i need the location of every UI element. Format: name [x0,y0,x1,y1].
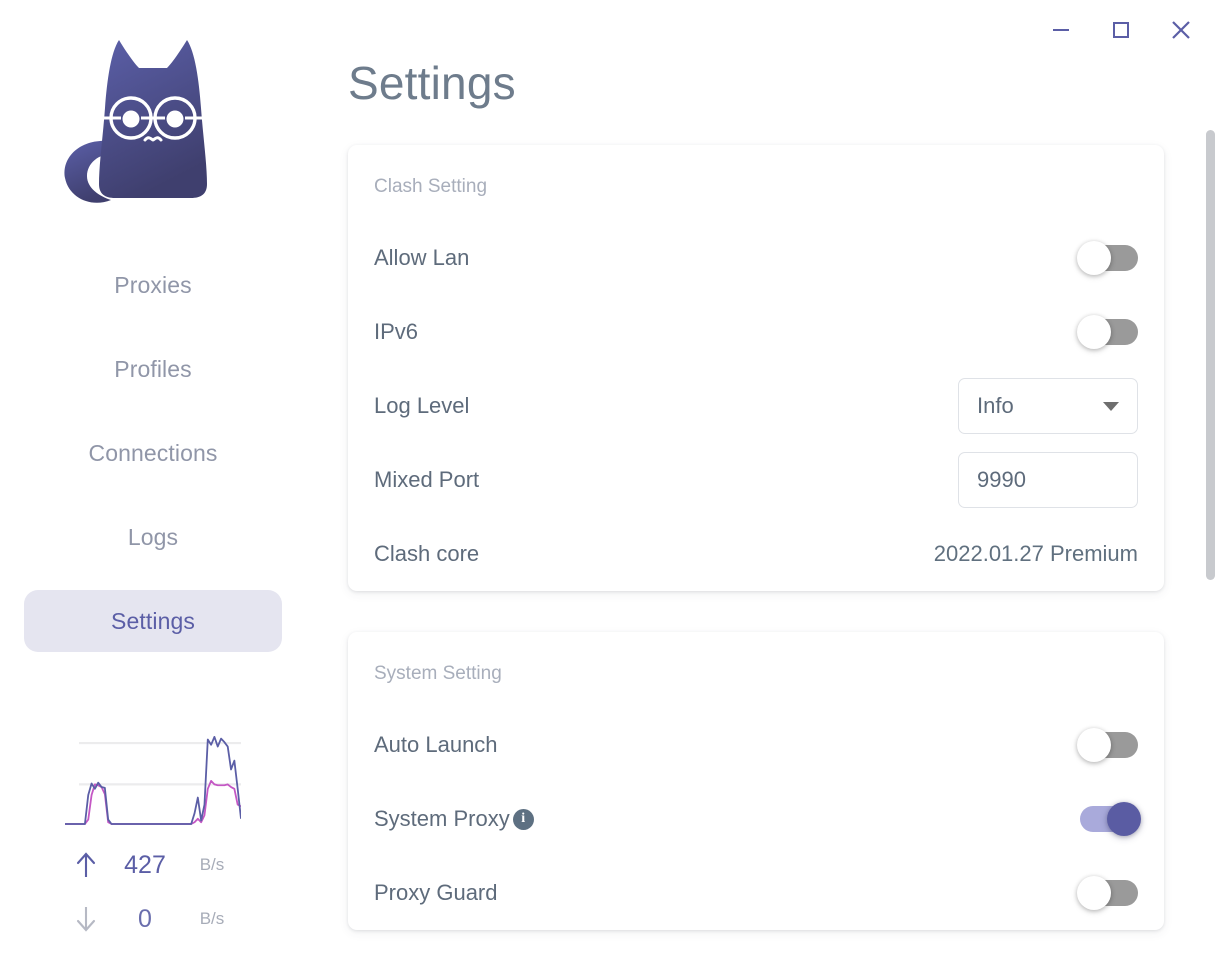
mixed-port-value: 9990 [977,467,1026,492]
sidebar-item-label: Settings [111,607,195,634]
upload-speed-value: 427 [124,850,166,879]
mixed-port-input[interactable]: 9990 [958,452,1138,508]
proxy-guard-toggle[interactable] [1077,876,1138,910]
setting-label: Mixed Port [374,467,480,492]
section-header-system: System Setting [374,663,502,684]
traffic-widget: 427 B/s 0 B/s [24,730,282,946]
maximize-button[interactable] [1102,13,1140,47]
upload-speed-unit: B/s [199,855,225,874]
clash-cat-logo-icon [53,22,253,222]
info-icon[interactable]: i [512,808,534,830]
close-button[interactable] [1162,13,1200,47]
sidebar-item-proxies[interactable]: Proxies [24,254,282,316]
traffic-chart [65,730,241,826]
chevron-down-icon [1103,401,1119,411]
traffic-line-upload [65,735,241,825]
sidebar-item-logs[interactable]: Logs [24,506,282,568]
sidebar-item-label: Proxies [114,271,192,298]
allow-lan-toggle[interactable] [1077,241,1138,275]
page-title: Settings [348,57,516,109]
sidebar-item-label: Profiles [114,355,192,382]
traffic-upload-row: 427 B/s [65,838,241,892]
toggle-thumb [1077,241,1111,275]
setting-label-text: System Proxy [374,806,510,831]
sidebar: Proxies Profiles Connections Logs Settin… [0,0,306,956]
system-setting-card: System Setting Auto Launch System Proxy … [348,632,1164,930]
minimize-button[interactable] [1042,13,1080,47]
setting-row-clash-core: Clash core 2022.01.27 Premium [374,517,1138,591]
setting-label: Proxy Guard [374,880,498,905]
clash-core-version: 2022.01.27 Premium [933,541,1138,566]
auto-launch-toggle[interactable] [1077,728,1138,762]
sidebar-item-label: Connections [88,439,218,466]
download-speed-unit: B/s [199,909,225,928]
log-level-select[interactable]: Info [958,378,1138,434]
setting-label: Clash core [374,541,480,566]
setting-row-log-level: Log Level Info [374,369,1138,443]
sidebar-nav: Proxies Profiles Connections Logs Settin… [0,254,306,674]
setting-label: System Proxy i [374,806,534,832]
setting-label: Auto Launch [374,732,498,757]
titlebar [1002,0,1222,60]
setting-label: Allow Lan [374,245,470,270]
sidebar-item-connections[interactable]: Connections [24,422,282,484]
setting-label: IPv6 [374,319,419,344]
download-speed-value: 0 [138,904,152,933]
log-level-value: Info [977,393,1014,418]
ipv6-toggle[interactable] [1077,315,1138,349]
main-content: Settings Clash Setting Allow Lan IPv6 [306,0,1222,956]
sidebar-item-profiles[interactable]: Profiles [24,338,282,400]
setting-row-system-proxy: System Proxy i [374,782,1141,856]
vertical-scrollbar[interactable] [1206,130,1215,580]
toggle-thumb [1077,315,1111,349]
clash-setting-card: Clash Setting Allow Lan IPv6 [348,145,1164,591]
sidebar-item-label: Logs [127,523,179,550]
setting-row-allow-lan: Allow Lan [374,221,1138,295]
system-proxy-toggle[interactable] [1080,802,1141,836]
sidebar-item-settings[interactable]: Settings [24,590,282,652]
traffic-line-download [65,779,241,825]
setting-row-mixed-port: Mixed Port 9990 [374,443,1138,517]
toggle-thumb [1077,728,1111,762]
setting-label: Log Level [374,393,470,418]
toggle-thumb [1107,802,1141,836]
settings-scroll-area: Clash Setting Allow Lan IPv6 [306,132,1222,956]
traffic-download-row: 0 B/s [65,892,241,946]
toggle-thumb [1077,876,1111,910]
setting-row-ipv6: IPv6 [374,295,1138,369]
traffic-stats: 427 B/s 0 B/s [65,838,241,946]
section-header-clash: Clash Setting [374,176,488,197]
setting-row-proxy-guard: Proxy Guard [374,856,1138,930]
setting-row-auto-launch: Auto Launch [374,708,1138,782]
arrow-up-icon [65,850,107,880]
arrow-down-icon [65,904,107,934]
